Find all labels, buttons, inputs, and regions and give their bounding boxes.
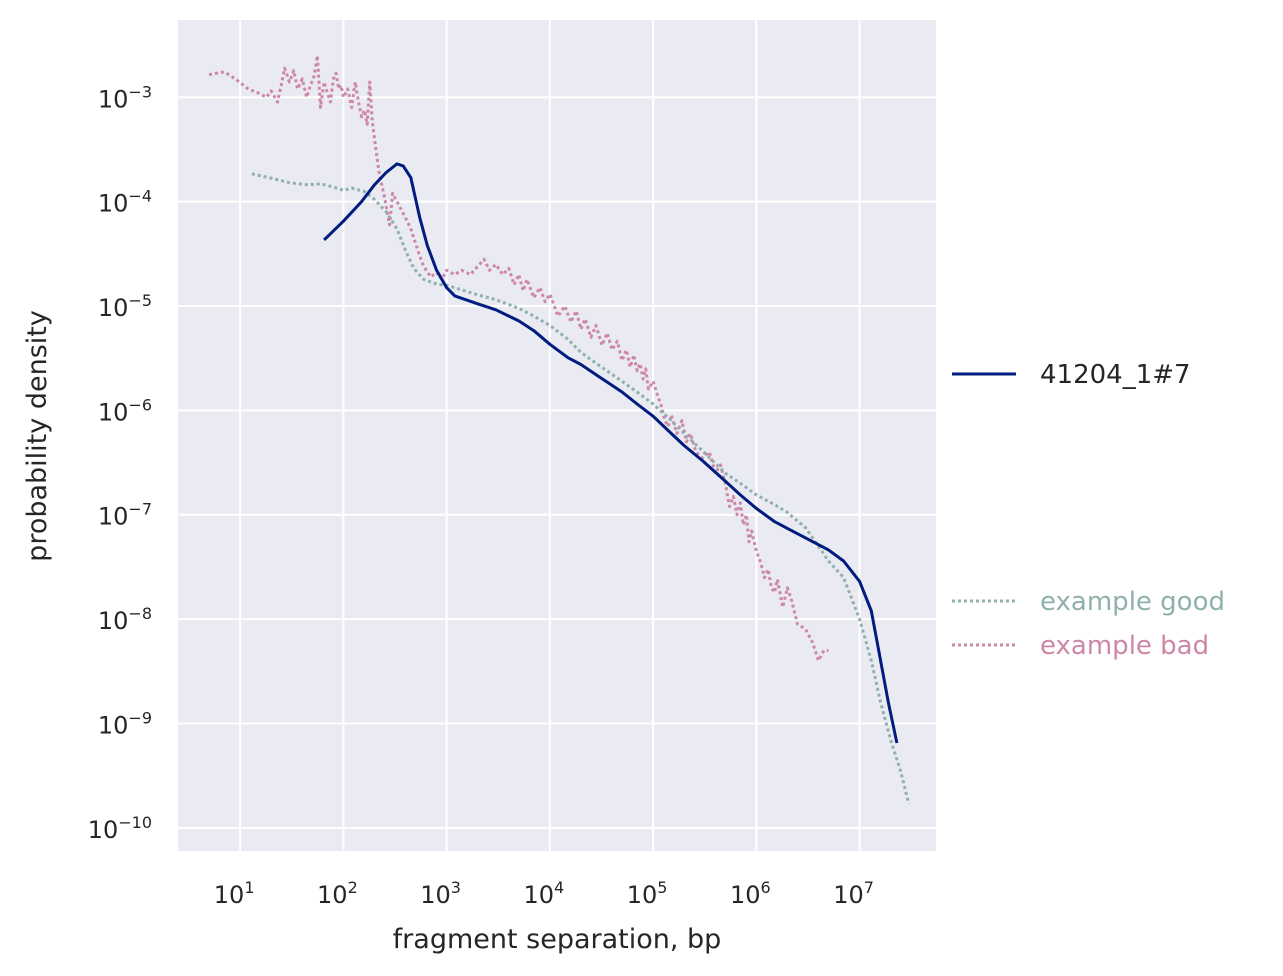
legend-label: example bad (1040, 631, 1209, 661)
x-tick-label: 107 (833, 878, 874, 909)
legend-label: 41204_1#7 (1040, 360, 1191, 390)
y-tick-label: 10−4 (98, 187, 152, 218)
series-example-bad (208, 54, 829, 663)
y-tick-label: 10−9 (98, 708, 152, 739)
x-axis-label: fragment separation, bp (393, 924, 722, 955)
y-tick-label: 10−3 (98, 82, 152, 113)
series-41204-1-7 (323, 162, 899, 744)
y-tick-label: 10−5 (98, 291, 152, 322)
x-tick-label: 102 (317, 878, 358, 909)
y-tick-label: 10−7 (98, 500, 152, 531)
y-tick-labels: 10−3 10−4 10−5 10−6 10−7 10−8 10−9 10−10 (88, 82, 152, 844)
legend-label: example good (1040, 587, 1225, 617)
y-axis-label: probability density (22, 310, 53, 562)
series-example-good (251, 172, 911, 805)
x-tick-label: 101 (214, 878, 255, 909)
y-tick-label: 10−10 (88, 813, 152, 844)
grid (178, 20, 936, 851)
x-tick-label: 103 (420, 878, 461, 909)
y-tick-label: 10−8 (98, 604, 152, 635)
x-tick-labels: 101 102 103 104 105 106 107 (214, 878, 874, 909)
plot-area (178, 20, 936, 851)
x-tick-label: 104 (523, 878, 564, 909)
y-tick-label: 10−6 (98, 395, 152, 426)
series-lines (208, 54, 911, 805)
x-tick-label: 105 (627, 878, 668, 909)
x-tick-label: 106 (730, 878, 771, 909)
